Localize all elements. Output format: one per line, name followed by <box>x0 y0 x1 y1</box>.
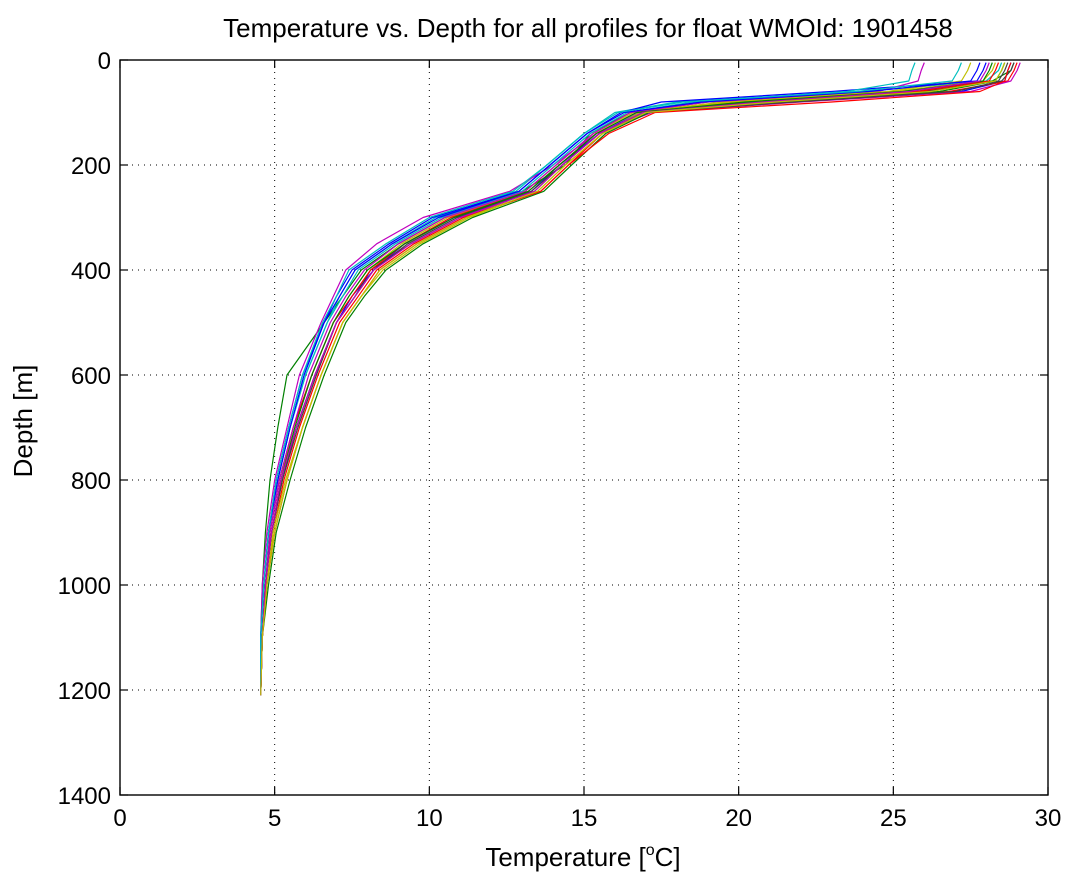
profile-line <box>260 62 1012 696</box>
profile-line <box>260 62 925 696</box>
x-tick-label: 0 <box>113 805 126 832</box>
profile-line <box>260 62 993 696</box>
profile-line <box>260 62 1021 696</box>
x-tick-label: 15 <box>571 805 598 832</box>
y-tick-label: 1000 <box>58 573 111 600</box>
x-axis-label-sup: o <box>646 842 655 859</box>
profile-line <box>260 62 981 696</box>
profile-line <box>260 62 916 696</box>
profile-line <box>260 62 1009 696</box>
x-tick-label: 10 <box>416 805 443 832</box>
x-tick-label: 25 <box>880 805 907 832</box>
y-axis-tick-labels: 0 200 400 600 800 1000 1200 1400 <box>58 48 111 810</box>
x-axis-label: Temperature [oC] <box>485 842 680 872</box>
y-tick-label: 400 <box>71 258 111 285</box>
axis-ticks <box>119 59 1049 796</box>
profile-line <box>260 62 1012 696</box>
x-tick-label: 20 <box>725 805 752 832</box>
y-tick-label: 1400 <box>58 783 111 810</box>
y-tick-label: 0 <box>98 48 111 75</box>
profile-line <box>260 62 1003 696</box>
profile-line <box>260 62 972 696</box>
chart-title: Temperature vs. Depth for all profiles f… <box>223 13 953 43</box>
y-tick-label: 800 <box>71 468 111 495</box>
profile-lines <box>260 62 1021 696</box>
profile-line <box>260 62 1015 696</box>
x-axis-label-post: C] <box>655 842 681 872</box>
x-tick-label: 30 <box>1035 805 1062 832</box>
y-axis-label: Depth [m] <box>8 365 38 478</box>
profile-line <box>260 62 1015 696</box>
y-tick-label: 1200 <box>58 678 111 705</box>
y-tick-label: 200 <box>71 153 111 180</box>
profile-line <box>260 62 996 696</box>
profile-line <box>260 62 990 696</box>
x-tick-label: 5 <box>268 805 281 832</box>
profile-line <box>260 62 1000 696</box>
profile-line <box>260 62 1006 696</box>
profile-line <box>260 62 962 696</box>
profile-line <box>260 62 1006 696</box>
grid-lines <box>120 60 1048 795</box>
x-axis-tick-labels: 0 5 10 15 20 25 30 <box>113 805 1061 832</box>
profile-line <box>260 62 987 696</box>
x-axis-label-pre: Temperature [ <box>485 842 646 872</box>
y-tick-label: 600 <box>71 363 111 390</box>
profile-line <box>260 62 1018 696</box>
